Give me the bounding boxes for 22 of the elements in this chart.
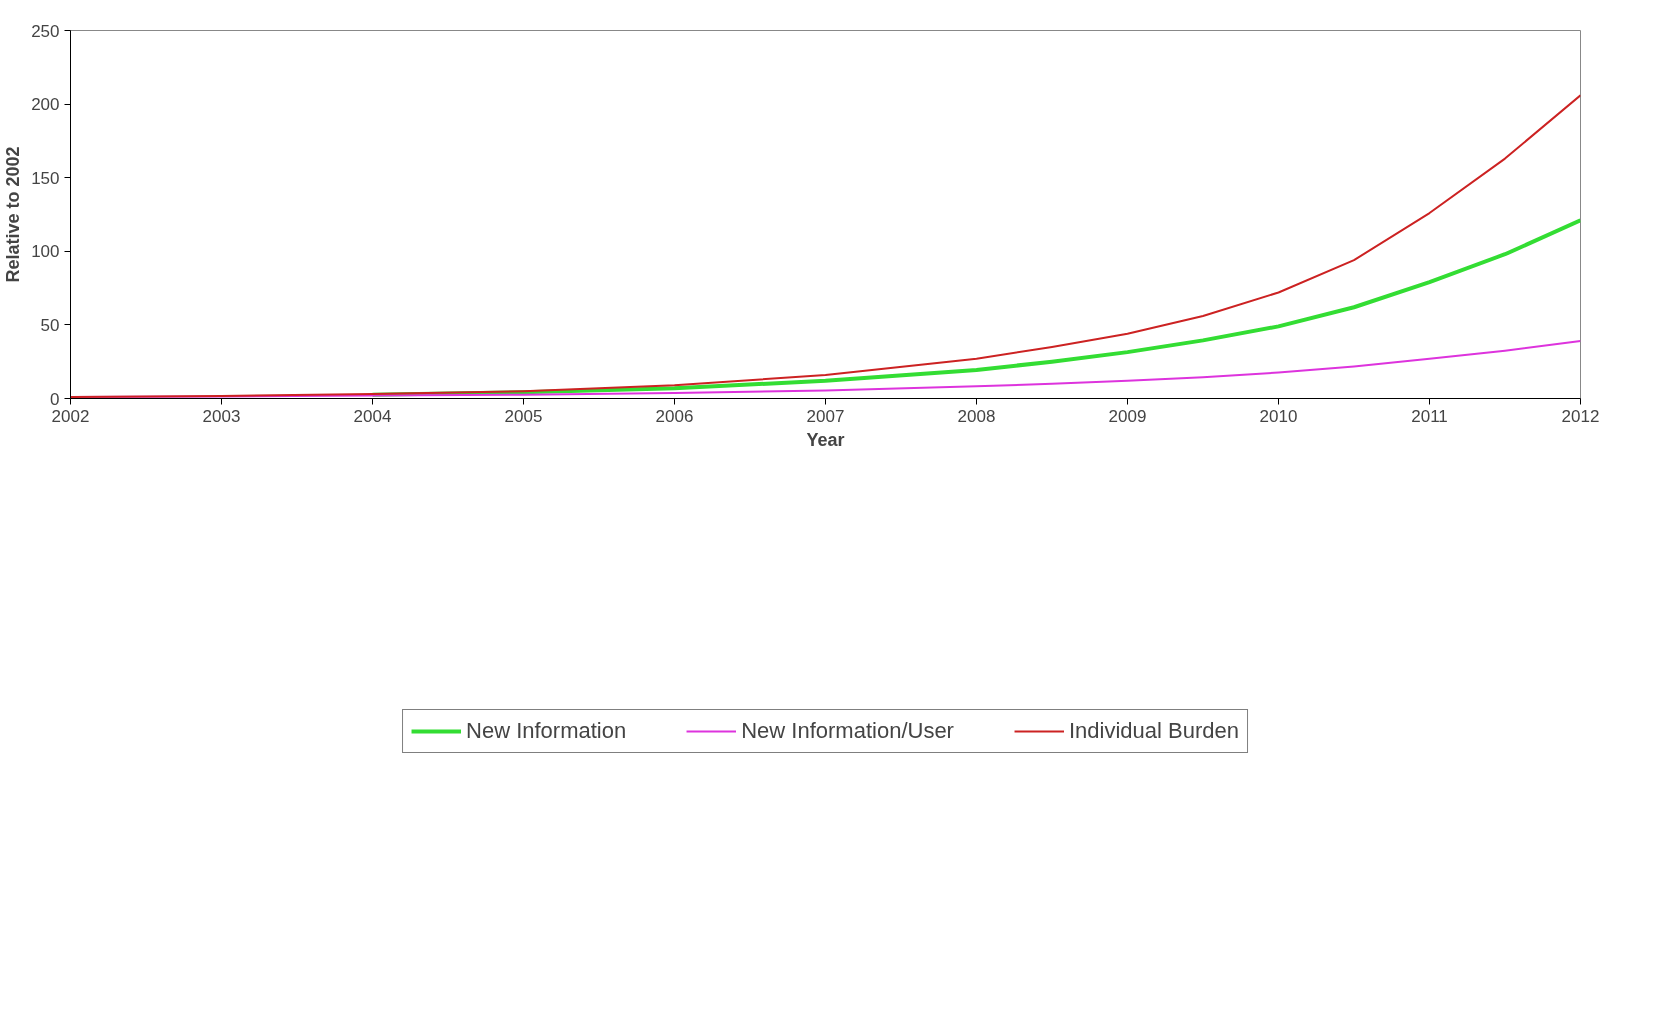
y-tick-label: 0	[50, 389, 60, 409]
x-tick-label: 2004	[353, 406, 392, 426]
x-tick-label: 2007	[806, 406, 845, 426]
y-tick-label: 200	[31, 95, 60, 115]
x-tick-label: 2011	[1411, 406, 1448, 426]
x-axis-title: Year	[806, 429, 845, 450]
legend-label: Individual Burden	[1068, 718, 1239, 744]
y-tick-label: 50	[40, 315, 60, 335]
x-tick-label: 2006	[655, 406, 694, 426]
x-tick-label: 2003	[202, 406, 241, 426]
x-tick-label: 2010	[1259, 406, 1298, 426]
x-tick-label: 2012	[1561, 406, 1600, 426]
legend-label: New Information	[466, 718, 627, 744]
x-tick-label: 2009	[1108, 406, 1147, 426]
x-tick-label: 2005	[504, 406, 543, 426]
y-tick-label: 250	[31, 21, 60, 41]
x-tick-label: 2002	[51, 406, 90, 426]
legend-label: New Information/User	[741, 718, 954, 744]
x-tick-label: 2008	[957, 406, 996, 426]
y-tick-label: 150	[31, 168, 60, 188]
y-axis-title: Relative to 2002	[3, 146, 24, 283]
y-tick-label: 100	[31, 242, 60, 262]
